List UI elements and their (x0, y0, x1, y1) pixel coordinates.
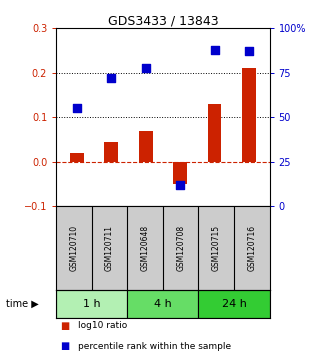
Text: GSM120715: GSM120715 (212, 225, 221, 271)
Text: 24 h: 24 h (221, 299, 247, 309)
Point (109, 75, 114, 81)
Title: GDS3433 / 13843: GDS3433 / 13843 (108, 14, 218, 27)
Point (178, 182, 183, 188)
Text: 4 h: 4 h (154, 299, 172, 309)
Text: time ▶: time ▶ (6, 299, 39, 309)
Point (74, 105, 79, 111)
Bar (242, 68, 256, 162)
Text: 1 h: 1 h (83, 299, 100, 309)
Text: GSM120708: GSM120708 (176, 225, 185, 271)
Bar (70, 153, 84, 162)
Point (143, 65, 148, 70)
Text: log10 ratio: log10 ratio (78, 321, 127, 330)
Text: GSM120711: GSM120711 (105, 225, 114, 271)
Point (247, 48, 252, 54)
Text: GSM120716: GSM120716 (247, 225, 256, 271)
Text: GSM120648: GSM120648 (141, 225, 150, 271)
Text: ■: ■ (60, 321, 70, 331)
Point (212, 47, 217, 52)
Bar (198, 290, 270, 318)
Bar (104, 142, 118, 162)
Bar (139, 131, 152, 162)
Bar (173, 162, 187, 184)
Text: percentile rank within the sample: percentile rank within the sample (78, 342, 231, 350)
Text: ■: ■ (60, 341, 70, 351)
Bar (127, 290, 198, 318)
Bar (56, 290, 127, 318)
Text: GSM120710: GSM120710 (69, 225, 78, 271)
Bar (208, 104, 221, 162)
